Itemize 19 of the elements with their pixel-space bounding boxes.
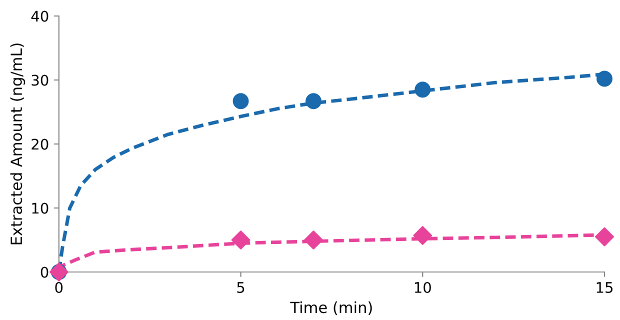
- point: [414, 82, 431, 98]
- point: [596, 70, 612, 87]
- point: [306, 93, 322, 110]
- y-tick-label: 0: [40, 266, 48, 278]
- point: [231, 230, 250, 250]
- point: [595, 227, 614, 246]
- x-axis-title: Time (min): [290, 301, 372, 316]
- x-tick-label: 5: [237, 282, 244, 294]
- y-tick-label: 30: [32, 74, 48, 86]
- x-tick-label: 0: [55, 282, 63, 294]
- point: [304, 230, 323, 250]
- y-tick-label: 40: [31, 10, 48, 22]
- x-tick-label: 10: [414, 282, 431, 294]
- y-axis-title: Extracted Amount (ng/mL): [10, 44, 26, 244]
- y-tick-label: 20: [32, 138, 48, 150]
- point: [232, 93, 249, 110]
- y-tick-label: 10: [32, 202, 48, 214]
- point: [413, 226, 432, 245]
- x-tick-label: 15: [596, 282, 613, 294]
